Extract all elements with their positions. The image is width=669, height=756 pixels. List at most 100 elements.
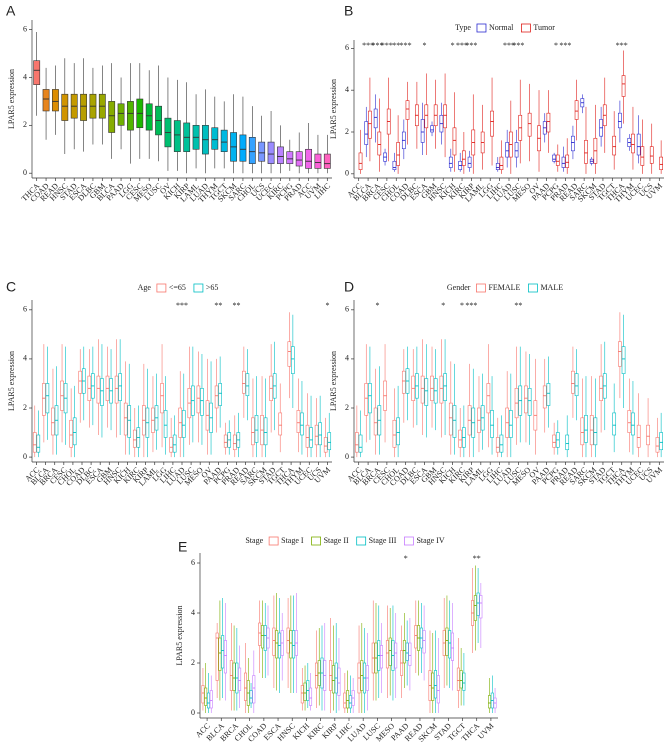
box [232,662,236,691]
box [445,627,449,656]
panel-label: A [6,3,16,19]
box [508,410,513,438]
legend-title: Type [455,23,471,32]
y-axis-label: LPAR5 expression [329,351,338,411]
box [327,432,332,451]
box [546,383,551,406]
significance: ** [392,41,400,50]
significance: * [460,301,464,310]
box [574,100,579,120]
box [451,632,454,661]
legend-key [404,536,414,546]
y-tick-label: 0 [345,169,349,178]
legend-key [311,536,321,546]
box [127,101,134,131]
legend-label: Stage I [281,536,304,545]
box [542,385,547,409]
box [296,410,301,433]
significance: *** [362,41,374,50]
legend-key [193,283,204,293]
box [439,375,444,404]
y-tick-label: 4 [23,354,27,363]
box [52,89,59,112]
panel-label: B [344,3,353,19]
box [244,672,247,701]
y-axis-label: LPAR5 expression [7,69,16,129]
legend-key [476,23,487,33]
box [127,405,132,438]
box [524,385,528,414]
box [555,154,560,166]
box [436,675,440,704]
box [368,383,372,414]
box [277,146,284,164]
box [392,160,397,170]
box [561,156,566,168]
significance: *** [176,301,188,310]
box [45,383,50,414]
box [377,131,382,156]
y-tick-label: 2 [345,403,349,412]
box [396,417,400,446]
significance: *** [465,301,477,310]
box [318,422,322,446]
panel-label: C [6,279,16,295]
box [420,375,425,404]
box [571,135,575,152]
box [209,690,213,709]
significance: * [441,301,445,310]
box [422,630,426,654]
box [309,687,313,706]
box [251,417,255,446]
box [420,119,425,143]
legend-key [156,283,167,293]
legend-label: FEMALE [488,283,520,292]
box [201,685,205,704]
box [223,640,227,674]
box [263,417,268,446]
box [303,682,307,701]
box [118,373,122,401]
box [169,437,173,453]
box [424,104,429,129]
box [78,370,83,394]
legend-label: >65 [206,283,219,292]
y-tick-label: 0 [191,708,195,717]
box [108,101,116,133]
box [527,388,532,416]
box [459,670,463,689]
box [218,637,222,671]
y-tick-label: 4 [345,354,349,363]
legend-label: Tumor [533,23,555,32]
box [163,410,168,438]
box [430,125,434,133]
y-tick-label: 2 [23,120,27,129]
box [242,370,246,394]
significance: * [375,301,379,310]
box [220,129,228,152]
box [292,630,296,659]
box [490,110,494,137]
box [385,640,389,669]
box [358,434,363,453]
box [346,690,350,709]
panel-label: E [178,539,187,555]
box [552,434,556,448]
box [258,141,266,162]
significance: * [451,41,455,50]
box [204,687,208,706]
box [249,690,253,704]
box [431,672,435,701]
box [145,103,153,131]
significance: * [325,301,329,310]
box [640,146,645,166]
significance: *** [456,41,468,50]
box [574,373,579,397]
box [458,429,463,448]
y-tick-label: 6 [345,43,349,52]
box [289,630,293,659]
box [565,434,570,451]
box [355,432,359,453]
box [612,135,617,156]
x-tick-label: UVM [476,721,496,741]
